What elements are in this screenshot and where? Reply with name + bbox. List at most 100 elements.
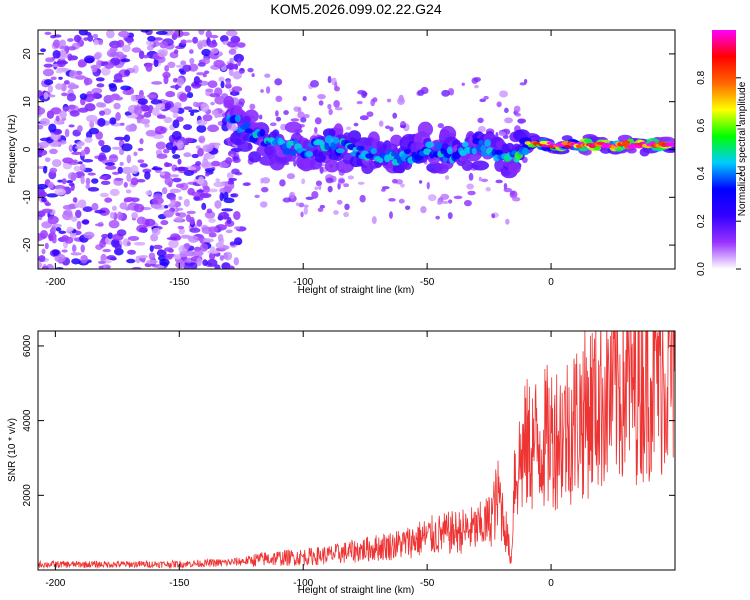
noise-blob <box>83 77 93 86</box>
y-tick-label: 2000 <box>22 484 33 507</box>
ridge-blob <box>332 136 340 144</box>
noise-blob <box>163 116 173 124</box>
noise-blob <box>61 92 68 97</box>
ridge-blob <box>461 141 469 148</box>
noise-blob <box>146 259 158 265</box>
noise-blob <box>84 137 93 143</box>
noise-blob <box>105 165 117 170</box>
noise-blob <box>226 41 238 48</box>
noise-blob <box>173 253 182 260</box>
scatter-blob <box>279 179 286 187</box>
ridge-blob <box>324 135 334 144</box>
noise-blob <box>41 248 46 255</box>
noise-blob <box>207 40 218 48</box>
ridge-blob <box>461 159 473 172</box>
scatter-blob <box>392 178 398 184</box>
noise-blob <box>71 244 77 253</box>
scatter-blob <box>289 191 296 199</box>
noise-blob <box>231 38 240 43</box>
noise-blob <box>40 118 51 126</box>
scatter-blob <box>420 86 429 95</box>
noise-blob <box>93 39 99 46</box>
noise-blob <box>209 93 221 98</box>
colorbar-tick-label: 0.2 <box>696 214 707 228</box>
ridge-blob <box>259 128 266 137</box>
noise-blob <box>122 89 134 96</box>
noise-blob <box>91 87 103 94</box>
noise-blob <box>131 47 142 53</box>
noise-blob <box>208 252 216 260</box>
scatter-blob <box>503 187 513 193</box>
noise-blob <box>109 211 115 219</box>
noise-blob <box>80 244 85 253</box>
noise-blob <box>69 69 78 79</box>
noise-blob <box>74 75 86 80</box>
noise-blob <box>59 45 67 50</box>
noise-blob <box>126 241 131 246</box>
noise-blob <box>91 202 99 211</box>
noise-blob <box>133 203 145 213</box>
noise-blob <box>215 242 225 249</box>
scatter-blob <box>338 178 345 184</box>
noise-blob <box>79 93 88 100</box>
noise-blob <box>127 235 140 241</box>
ridge-blob <box>507 162 521 174</box>
noise-blob <box>100 180 111 186</box>
y-tick-label: 6000 <box>22 334 33 357</box>
colorbar-bar <box>712 30 736 269</box>
noise-blob <box>130 197 140 203</box>
ridge-blob <box>288 140 295 146</box>
noise-blob <box>226 216 232 225</box>
noise-blob <box>74 145 83 149</box>
noise-blob <box>116 229 127 237</box>
noise-blob <box>67 53 73 61</box>
scatter-blob <box>441 89 450 97</box>
noise-blob <box>114 177 124 181</box>
noise-blob <box>169 174 179 178</box>
noise-blob <box>183 106 193 111</box>
scatter-blob <box>265 86 271 94</box>
noise-blob <box>95 77 105 82</box>
noise-blob <box>45 58 55 63</box>
noise-blob <box>62 204 74 210</box>
snr-y-label: SNR (10 * v/v) <box>7 418 18 482</box>
noise-blob <box>71 258 81 265</box>
noise-blob <box>192 250 204 257</box>
noise-blob <box>41 221 52 229</box>
scatter-blob <box>249 103 256 110</box>
noise-blob <box>202 144 214 153</box>
noise-blob <box>167 61 176 69</box>
noise-blob <box>168 239 179 249</box>
noise-blob <box>72 197 78 203</box>
noise-blob <box>223 251 233 261</box>
noise-blob <box>103 108 112 116</box>
scatter-blob <box>481 178 489 183</box>
noise-blob <box>145 63 153 72</box>
noise-blob <box>180 60 187 66</box>
noise-blob <box>114 243 122 251</box>
scatter-blob <box>301 178 306 185</box>
scatter-blob <box>303 204 309 208</box>
noise-blob <box>130 165 139 175</box>
noise-blob <box>91 64 98 73</box>
ridge-blob <box>324 159 340 173</box>
noise-blob <box>95 59 102 69</box>
scatter-blob <box>303 206 308 215</box>
noise-blob <box>228 177 238 182</box>
noise-blob <box>209 246 216 254</box>
noise-blob <box>196 257 202 267</box>
noise-blob <box>68 182 75 187</box>
scatter-blob <box>231 168 240 175</box>
scatter-blob <box>505 218 510 225</box>
noise-blob <box>186 210 196 215</box>
noise-blob <box>151 107 160 116</box>
scatter-blob <box>333 100 340 108</box>
noise-blob <box>219 255 224 261</box>
scatter-blob <box>392 112 398 119</box>
ridge-blob <box>356 145 365 151</box>
ridge-blob <box>365 153 374 159</box>
scatter-blob <box>517 118 527 124</box>
noise-blob <box>106 49 117 58</box>
noise-blob <box>185 39 193 43</box>
noise-blob <box>86 114 98 123</box>
